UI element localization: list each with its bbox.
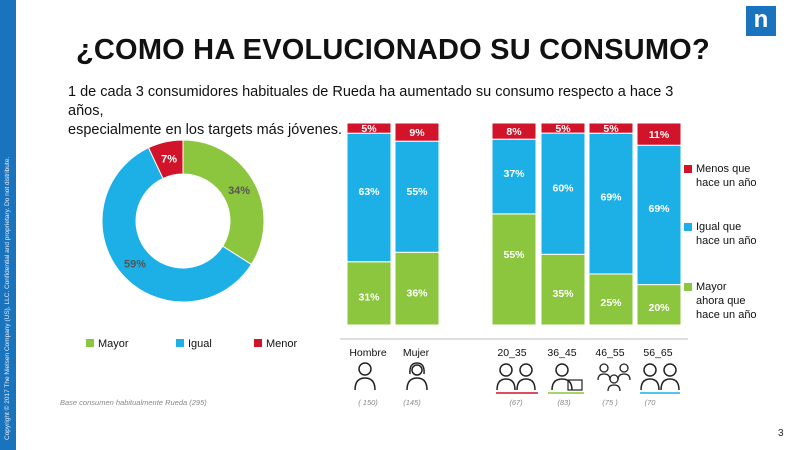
legend-mayor-line-2: ahora que <box>696 295 746 307</box>
bar-segment <box>588 132 634 275</box>
bar-value-label: 37% <box>503 168 525 180</box>
bar-segment <box>540 122 586 134</box>
bar-value-label: 25% <box>600 297 622 309</box>
legend-igual: Igual que hace un año <box>684 220 796 248</box>
bar-segment <box>394 251 440 326</box>
bar-segment <box>394 140 440 253</box>
category-label-36-45: 36_45 <box>547 347 577 359</box>
base-label: Base consumen habitualmente Rueda (295) <box>60 398 207 407</box>
legend-label-menor: Menor <box>266 338 298 350</box>
category-label-mujer: Mujer <box>402 347 430 359</box>
legend-swatch-igual-right <box>684 223 692 231</box>
page-title: ¿COMO HA EVOLUCIONADO SU CONSUMO? <box>76 34 710 66</box>
legend-label-igual: Igual <box>188 338 212 350</box>
subtitle: 1 de cada 3 consumidores habituales de R… <box>68 83 708 140</box>
bar-segment <box>394 122 440 142</box>
bar-segment <box>588 273 634 326</box>
bar-value-label: 5% <box>603 123 619 135</box>
legend-menor: Menos que hace un año <box>684 162 796 190</box>
legend-mayor-line-3: hace un año <box>696 309 757 321</box>
logo-letter: n <box>753 6 769 33</box>
sample-size-mujer: (145) <box>403 398 421 407</box>
category-label-20-35: 20_35 <box>497 347 527 359</box>
bar-segment <box>491 138 537 215</box>
bar-segment <box>491 122 537 140</box>
sample-size-20-35: (67) <box>509 398 523 407</box>
bar-value-label: 60% <box>552 183 574 195</box>
category-label-hombre: Hombre <box>349 347 387 359</box>
legend-menor-line-2: hace un año <box>696 177 757 189</box>
legend-igual-line-1: Igual que <box>696 221 742 233</box>
legend-mayor-line-1: Mayor <box>696 281 727 293</box>
legend-label-mayor: Mayor <box>98 338 129 350</box>
bar-segment <box>588 122 634 134</box>
donut-slice-mayor <box>182 139 265 266</box>
woman-icon <box>406 362 428 391</box>
young-couple-icon <box>496 363 538 394</box>
donut-label-mayor: 34% <box>228 185 250 197</box>
bar-value-label: 55% <box>503 249 525 261</box>
bar-value-label: 11% <box>649 129 670 141</box>
bar-segment <box>636 144 682 286</box>
donut-legend-igual: Igual <box>176 338 212 350</box>
bar-value-label: 20% <box>648 302 670 314</box>
donut-slice-menor <box>147 139 184 180</box>
category-label-56-65: 56_65 <box>643 347 673 359</box>
bar-segment <box>346 132 392 263</box>
legend-swatch-igual <box>176 339 184 347</box>
bar-value-label: 9% <box>409 127 425 139</box>
donut-label-igual: 59% <box>124 258 146 270</box>
donut-slice-igual <box>101 147 253 303</box>
sample-size-46-55: (75 ) <box>602 398 618 407</box>
bar-segment <box>346 261 392 326</box>
bar-value-label: 55% <box>406 186 428 198</box>
legend-menor-line-1: Menos que <box>696 163 751 175</box>
bar-value-label: 8% <box>506 126 522 138</box>
page-number: 3 <box>778 428 784 439</box>
bar-value-label: 36% <box>406 287 428 299</box>
bar-value-label: 31% <box>358 292 380 304</box>
worker-icon <box>548 363 584 394</box>
bar-segment <box>636 122 682 146</box>
sample-size-hombre: ( 150) <box>358 398 378 407</box>
donut-legend-menor: Menor <box>254 338 297 350</box>
donut-label-menor: 7% <box>161 154 177 166</box>
legend-swatch-mayor-right <box>684 283 692 291</box>
legend-swatch-mayor <box>86 339 94 347</box>
bar-segment <box>491 213 537 326</box>
bar-segment <box>540 132 586 255</box>
sample-size-36-45: (83) <box>557 398 571 407</box>
category-label-46-55: 46_55 <box>595 347 625 359</box>
legend-swatch-menor <box>254 339 262 347</box>
subtitle-line-1: 1 de cada 3 consumidores habituales de R… <box>68 84 674 119</box>
legend-mayor: Mayor ahora que hace un año <box>684 280 796 322</box>
subtitle-line-2: especialmente en los targets más jóvenes… <box>68 122 343 138</box>
bar-segment <box>636 284 682 326</box>
bar-value-label: 5% <box>361 123 377 135</box>
sample-size-56-65: (70 <box>644 398 656 407</box>
bar-value-label: 5% <box>555 123 571 135</box>
legend-swatch-menos <box>684 165 692 173</box>
bar-segment <box>346 122 392 134</box>
family-icon <box>597 363 631 392</box>
elderly-couple-icon <box>640 363 680 394</box>
bar-value-label: 69% <box>600 192 622 204</box>
nielsen-logo: n <box>746 6 776 36</box>
legend-igual-line-2: hace un año <box>696 235 757 247</box>
bar-value-label: 69% <box>648 203 670 215</box>
man-icon <box>354 362 376 391</box>
bar-value-label: 35% <box>552 288 574 300</box>
bar-value-label: 63% <box>358 186 380 198</box>
side-bar: Copyright © 2017 The Nielsen Company (US… <box>0 0 16 450</box>
donut-legend-mayor: Mayor <box>86 338 129 350</box>
